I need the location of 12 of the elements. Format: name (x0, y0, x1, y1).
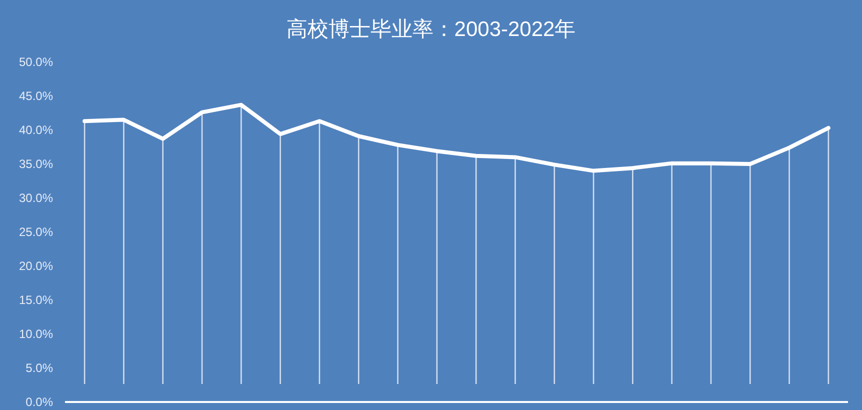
y-tick-label: 50.0% (18, 55, 54, 69)
chart-title: 高校博士毕业率：2003-2022年 (286, 18, 576, 41)
y-tick-label: 5.0% (26, 361, 54, 375)
y-tick-label: 0.0% (26, 395, 54, 409)
y-tick-label: 40.0% (18, 123, 54, 137)
y-tick-label: 35.0% (18, 157, 54, 171)
y-tick-label: 20.0% (18, 259, 54, 273)
y-tick-label: 10.0% (18, 327, 54, 341)
y-tick-label: 25.0% (18, 225, 54, 239)
y-tick-label: 45.0% (18, 89, 54, 103)
y-tick-label: 15.0% (18, 293, 54, 307)
y-tick-label: 30.0% (18, 191, 54, 205)
